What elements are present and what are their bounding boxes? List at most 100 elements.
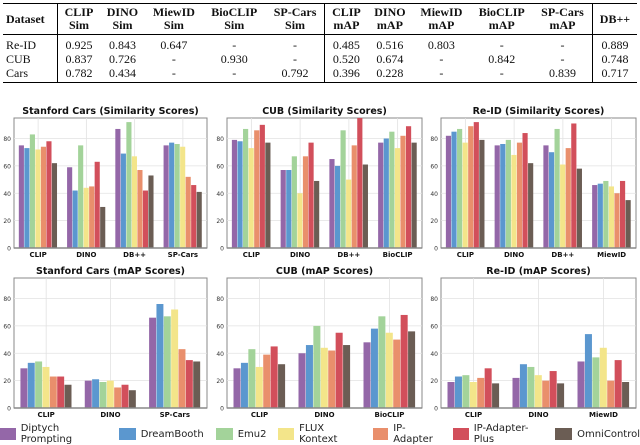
bar [528, 163, 534, 248]
bar [314, 180, 320, 248]
x-tick-label: CLIP [29, 251, 46, 259]
x-tick-label: SP-Cars [160, 411, 190, 419]
bar [99, 382, 107, 408]
legend-swatch [555, 428, 573, 440]
y-tick-label: 80 [216, 296, 224, 303]
table-cell: 0.228 [376, 66, 404, 80]
bar [484, 368, 492, 408]
bar [100, 206, 106, 248]
bar [454, 376, 462, 408]
bar-chart: 0 20 40 60 80 CLIP DINO DB++ BioCLIP CUB (Similar… [216, 106, 423, 259]
column-header: MiewID mAP [420, 5, 463, 32]
legend-label: DreamBooth [140, 428, 204, 440]
bar-chart: 0 20 40 60 80 CLIP DINO DB++ SP-Cars Stanford Car… [3, 106, 208, 259]
y-tick-label: 20 [216, 378, 224, 385]
bar [106, 380, 114, 408]
legend-swatch [278, 428, 295, 440]
table-row: Re-ID 0.925 0.843 0.647- -0.485 0.516 0.803- -0… [3, 34, 637, 52]
bar [479, 139, 485, 248]
bar [185, 360, 193, 408]
bar [263, 354, 271, 408]
bar [115, 128, 121, 248]
chart-title: CUB (Similarity Scores) [262, 106, 387, 117]
legend-swatch [452, 428, 469, 440]
bar [237, 141, 243, 248]
bar [548, 152, 555, 248]
bar [335, 332, 343, 408]
bar [405, 126, 412, 248]
y-tick-label: 20 [3, 218, 11, 225]
bar [64, 384, 72, 408]
y-tick-label: 0 [434, 406, 438, 413]
y-tick-label: 40 [3, 191, 11, 198]
bar [554, 128, 560, 248]
table-cell: 0.674 [376, 52, 404, 66]
bar [137, 170, 143, 248]
bar [142, 190, 149, 248]
bar [163, 145, 169, 248]
table-cell: 0.792 [265, 66, 326, 83]
bar [577, 361, 585, 408]
bar [534, 375, 542, 408]
bar [519, 364, 527, 408]
chart-title: Stanford Cars (Similarity Scores) [22, 106, 198, 117]
x-tick-label: DINO [290, 251, 310, 259]
y-tick-label: 0 [220, 406, 224, 413]
bar [340, 130, 346, 248]
y-tick-label: 0 [7, 246, 11, 253]
column-header: BioCLIP mAP [478, 5, 525, 32]
bar [180, 146, 186, 248]
bar [27, 362, 35, 408]
bar [468, 126, 474, 248]
table-cell: 0.803 [427, 38, 455, 52]
bar [473, 122, 479, 248]
bar [233, 368, 241, 408]
bar [178, 349, 186, 408]
bar [599, 347, 607, 408]
table-cell: 0.396 [332, 66, 360, 80]
column-header: SP-Cars Sim [265, 3, 326, 35]
bar [174, 144, 180, 248]
legend-swatch [0, 428, 16, 440]
table-cell: 0.842 [488, 52, 516, 66]
table-cell: - [439, 66, 444, 80]
bar [363, 342, 371, 408]
bar-chart: 0 20 40 60 80 CLIP DINO SP-Cars Stanford Cars (m… [3, 266, 208, 419]
bar [280, 170, 286, 248]
table-cell: Re-ID [3, 34, 58, 52]
column-header: CLIP mAP [332, 5, 361, 32]
table-cell: 0.520 [332, 52, 360, 66]
bar [565, 148, 571, 248]
column-header: DINO mAP [374, 5, 406, 32]
y-tick-label: 40 [216, 351, 224, 358]
table-cell: - [265, 34, 326, 52]
bar [193, 361, 201, 408]
chart-title: Stanford Cars (mAP Scores) [36, 266, 185, 277]
legend-label: Emu2 [237, 428, 267, 440]
column-header: DINO Sim [106, 5, 139, 32]
bar-chart: 0 20 40 60 80 CLIP DINO MiewID Re-ID (mAP Scores… [430, 266, 637, 419]
bar [57, 376, 65, 408]
bar [370, 328, 378, 408]
table-cell: - [171, 66, 176, 80]
bar [29, 134, 35, 248]
bar [231, 139, 238, 248]
y-tick-label: 40 [3, 351, 11, 358]
bar [84, 380, 92, 408]
column-header: SP-Cars mAP [533, 3, 593, 35]
x-tick-label: DINO [528, 411, 548, 419]
bar [35, 149, 41, 248]
bar [462, 142, 468, 248]
bar [469, 382, 477, 408]
table-cell: 0.748 [601, 52, 629, 66]
y-tick-label: 80 [430, 136, 438, 143]
bar [351, 145, 357, 248]
table-cell: 0.839 [533, 66, 593, 83]
bar [445, 135, 452, 248]
bar [451, 131, 457, 248]
x-tick-label: BioCLIP [375, 411, 405, 419]
bar [557, 383, 565, 408]
y-tick-label: 0 [7, 406, 11, 413]
x-tick-label: DINO [314, 411, 334, 419]
y-tick-label: 20 [216, 218, 224, 225]
